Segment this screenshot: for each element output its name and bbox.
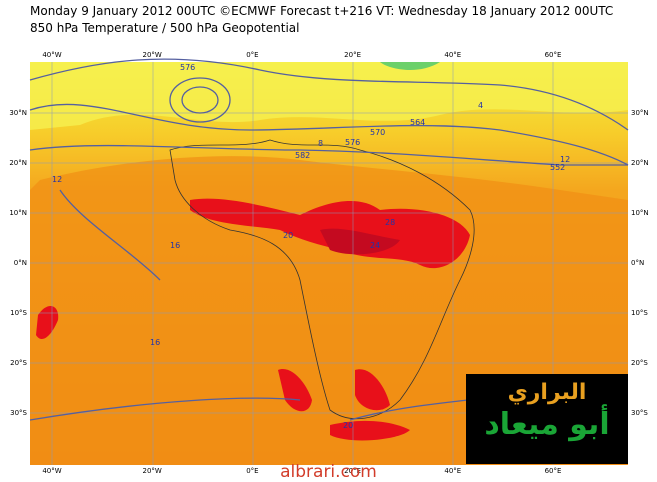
logo: البراري أبو ميعاد [466, 374, 628, 464]
hot-zone [36, 305, 59, 340]
latitude-label: 0°N [631, 259, 644, 267]
longitude-label: 0°E [246, 467, 258, 475]
hot-zone [278, 369, 312, 412]
cold-zone [380, 62, 440, 70]
graticule [30, 62, 628, 465]
contour-label: 16 [170, 241, 180, 250]
contour-label: 20 [283, 231, 293, 240]
latitude-label: 30°N [9, 109, 27, 117]
latitude-label: 10°S [10, 309, 27, 317]
longitude-label: 60°E [545, 51, 562, 59]
contour-label: 28 [385, 218, 395, 227]
longitude-label: 60°E [545, 467, 562, 475]
longitude-label: 40°E [444, 51, 461, 59]
longitude-label: 0°E [246, 51, 258, 59]
contour-label: 12 [560, 155, 570, 164]
contour-label: 20 [343, 421, 353, 430]
latitude-label: 10°N [631, 209, 649, 217]
latitude-label: 20°S [10, 359, 27, 367]
contour-label: 576 [180, 63, 195, 72]
contour-label: 564 [410, 118, 425, 127]
longitude-label: 40°E [444, 467, 461, 475]
latitude-label: 20°N [631, 159, 649, 167]
longitude-label: 20°W [143, 467, 162, 475]
latitude-label: 0°N [14, 259, 27, 267]
header-title: Monday 9 January 2012 00UTC ©ECMWF Forec… [30, 4, 614, 18]
latitude-label: 10°S [631, 309, 648, 317]
latitude-label: 10°N [9, 209, 27, 217]
longitude-label: 20°E [344, 467, 361, 475]
longitude-label: 20°W [143, 51, 162, 59]
latitude-label: 20°S [631, 359, 648, 367]
logo-line: البراري [507, 380, 587, 405]
hot-zone [355, 369, 390, 411]
contour-label: 12 [52, 175, 62, 184]
contour-label: 24 [370, 241, 380, 250]
longitude-label: 20°E [344, 51, 361, 59]
logo-line: أبو ميعاد [484, 407, 610, 442]
contour-label: 570 [370, 128, 385, 137]
latitude-label: 30°N [631, 109, 649, 117]
website[interactable]: albrari.com [280, 462, 377, 482]
contour-label: 576 [345, 138, 360, 147]
hot-zone [330, 420, 410, 441]
contour-label: 16 [150, 338, 160, 347]
hot-zone [320, 228, 400, 255]
contour-label: 8 [318, 139, 323, 148]
coastline [169, 139, 475, 420]
longitude-label: 40°W [42, 51, 61, 59]
contour-label: 582 [295, 151, 310, 160]
longitude-label: 40°W [42, 467, 61, 475]
header-subtitle: 850 hPa Temperature / 500 hPa Geopotenti… [30, 21, 300, 35]
contour-label: 4 [478, 101, 483, 110]
contour-label: 552 [550, 163, 565, 172]
latitude-label: 30°S [631, 409, 648, 417]
latitude-label: 30°S [10, 409, 27, 417]
latitude-label: 20°N [9, 159, 27, 167]
